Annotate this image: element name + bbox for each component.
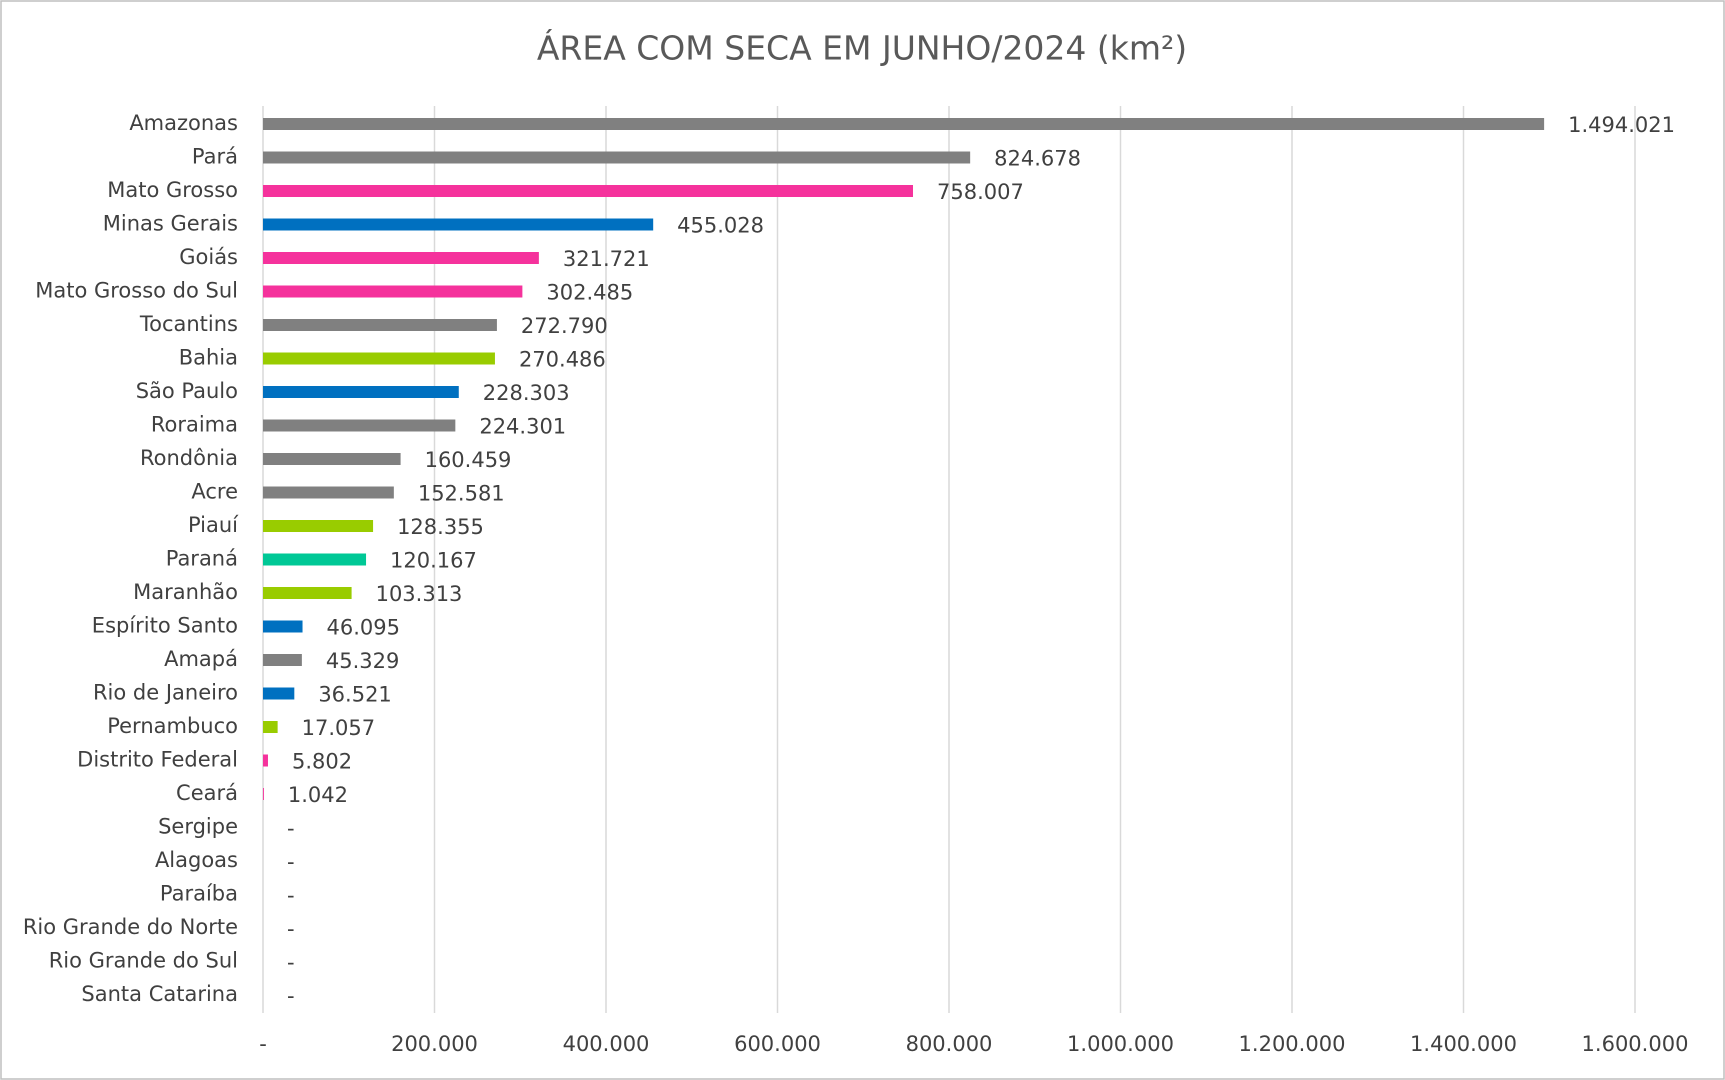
value-label: 128.355 [397, 515, 484, 539]
y-tick-label: Mato Grosso [107, 178, 238, 202]
bar [263, 721, 278, 733]
value-label: - [287, 817, 295, 841]
x-tick-label: - [259, 1032, 267, 1056]
bar [263, 587, 352, 599]
bar [263, 151, 971, 164]
y-tick-label: Roraima [151, 413, 238, 437]
bar [263, 687, 295, 700]
value-label: - [287, 850, 295, 874]
x-tick-label: 1.400.000 [1410, 1032, 1517, 1056]
y-tick-label: Paraná [166, 547, 238, 571]
y-tick-label: Pará [192, 145, 238, 169]
y-tick-label: Goiás [179, 245, 238, 269]
y-tick-label: Acre [191, 480, 238, 504]
value-label: - [287, 917, 295, 941]
value-label: 45.329 [326, 649, 399, 673]
y-tick-label: Paraíba [160, 882, 238, 906]
value-label: 321.721 [563, 247, 650, 271]
value-label: 46.095 [327, 616, 400, 640]
value-label: 270.486 [519, 348, 606, 372]
bar [263, 620, 303, 633]
value-label: 302.485 [546, 281, 633, 305]
y-tick-label: Amazonas [129, 111, 238, 135]
bar [263, 386, 459, 398]
y-tick-label: Sergipe [158, 815, 238, 839]
y-tick-label: Piauí [188, 513, 239, 537]
y-tick-label: Rondônia [140, 446, 238, 470]
y-tick-label: Rio de Janeiro [93, 681, 238, 705]
x-tick-label: 1.200.000 [1239, 1032, 1346, 1056]
bar [263, 118, 1545, 130]
bar [263, 788, 264, 800]
bar [263, 319, 497, 331]
bar [263, 218, 654, 231]
value-label: 5.802 [292, 750, 352, 774]
y-tick-label: Alagoas [155, 848, 238, 872]
x-tick-label: 1.000.000 [1067, 1032, 1174, 1056]
value-label: - [287, 951, 295, 975]
bar [263, 185, 913, 197]
x-tick-label: 800.000 [906, 1032, 993, 1056]
bar [263, 520, 374, 532]
x-tick-label: 200.000 [391, 1032, 478, 1056]
y-tick-label: Ceará [176, 781, 238, 805]
y-tick-label: Bahia [179, 346, 238, 370]
y-tick-label: Espírito Santo [92, 614, 238, 638]
value-label: 455.028 [677, 214, 764, 238]
y-tick-label: Mato Grosso do Sul [35, 279, 238, 303]
bar [263, 754, 268, 767]
value-label: - [287, 984, 295, 1008]
bar [263, 419, 456, 432]
value-label: 224.301 [479, 415, 566, 439]
value-label: 36.521 [318, 683, 391, 707]
y-tick-label: Minas Gerais [103, 212, 238, 236]
y-tick-label: Tocantins [139, 312, 238, 336]
bar [263, 654, 302, 666]
value-label: 228.303 [483, 381, 570, 405]
bar [263, 553, 367, 566]
value-label: 824.678 [994, 147, 1081, 171]
bar [263, 252, 539, 264]
value-label: 160.459 [425, 448, 512, 472]
x-tick-label: 1.600.000 [1582, 1032, 1689, 1056]
y-tick-label: Santa Catarina [81, 982, 238, 1006]
value-label: 120.167 [390, 549, 477, 573]
chart-title: ÁREA COM SECA EM JUNHO/2024 (km²) [537, 28, 1187, 68]
value-label: 1.494.021 [1568, 113, 1675, 137]
value-label: 758.007 [937, 180, 1024, 204]
y-tick-label: Distrito Federal [77, 748, 238, 772]
y-tick-label: Rio Grande do Norte [23, 915, 238, 939]
bar [263, 285, 523, 298]
y-tick-label: São Paulo [136, 379, 238, 403]
value-label: - [287, 884, 295, 908]
value-label: 272.790 [521, 314, 608, 338]
bar [263, 453, 401, 465]
y-tick-label: Maranhão [133, 580, 238, 604]
y-tick-label: Pernambuco [107, 714, 238, 738]
value-label: 1.042 [288, 783, 348, 807]
x-tick-label: 600.000 [734, 1032, 821, 1056]
value-label: 17.057 [302, 716, 375, 740]
value-label: 103.313 [376, 582, 463, 606]
y-tick-label: Rio Grande do Sul [49, 949, 238, 973]
x-tick-label: 400.000 [563, 1032, 650, 1056]
y-tick-label: Amapá [164, 647, 238, 671]
bar [263, 352, 495, 365]
value-label: 152.581 [418, 482, 505, 506]
bar [263, 486, 394, 499]
